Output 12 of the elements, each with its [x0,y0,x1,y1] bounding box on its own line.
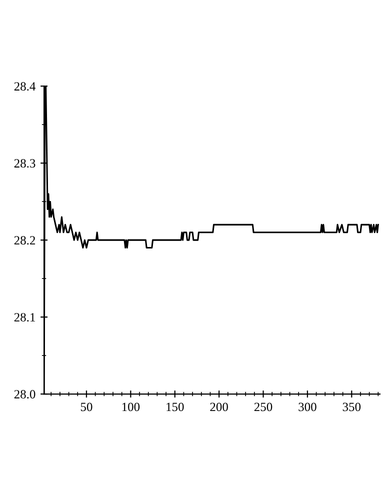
y-tick-label: 28.4 [14,82,36,91]
x-tick-label: 200 [210,402,228,412]
y-tick-label: 28.0 [14,390,36,399]
y-tick-label: 28.1 [14,313,35,322]
x-tick-label: 150 [166,402,184,412]
x-tick-label: 350 [342,402,361,412]
x-tick-label: 250 [254,402,272,412]
x-tick-label: 50 [80,402,92,412]
y-tick-label: 28.2 [14,236,36,245]
y-tick-label: 28.3 [14,159,36,168]
x-tick-label: 300 [298,402,316,412]
x-tick-label: 100 [122,402,140,412]
